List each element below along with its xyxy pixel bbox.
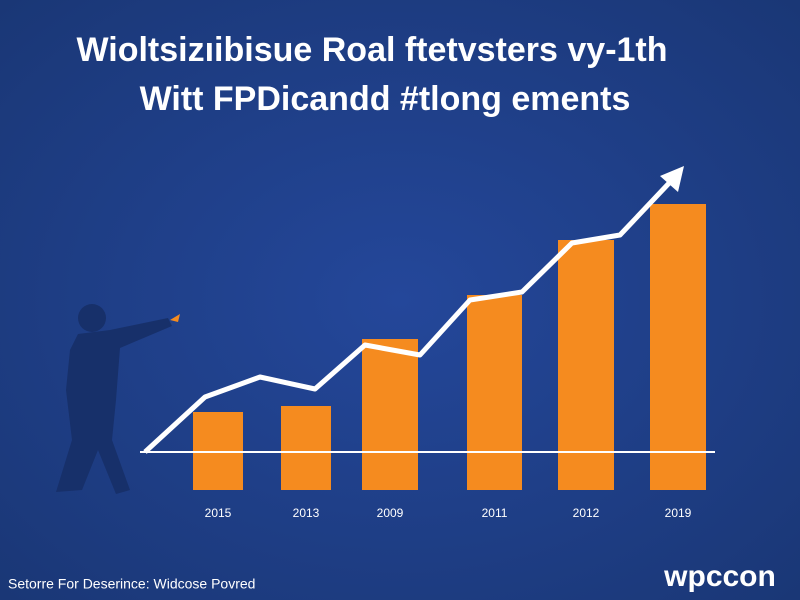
bar xyxy=(467,295,522,490)
chart-title: Wioltsizıibisue Roal ftetvsters vy-1th xyxy=(76,31,667,69)
person-silhouette xyxy=(56,304,172,494)
bar xyxy=(362,339,418,490)
bar xyxy=(650,204,706,490)
footer-text: Setorre For Deserince: Widcose Povred xyxy=(8,576,255,592)
x-tick-label: 2013 xyxy=(293,506,320,520)
bar xyxy=(558,240,614,490)
brand-logo: wpccon xyxy=(663,560,776,593)
x-tick-label: 2009 xyxy=(377,506,404,520)
x-tick-label: 2011 xyxy=(482,506,508,520)
bar xyxy=(281,406,331,490)
x-tick-label: 2019 xyxy=(665,506,692,520)
x-tick-label: 2015 xyxy=(205,506,232,520)
pointer xyxy=(170,314,180,322)
trend-arrow xyxy=(660,166,684,192)
x-tick-label: 2012 xyxy=(573,506,600,520)
chart-subtitle: Witt FPDicandd #tlong ements xyxy=(140,80,631,118)
trend-line xyxy=(143,178,674,454)
